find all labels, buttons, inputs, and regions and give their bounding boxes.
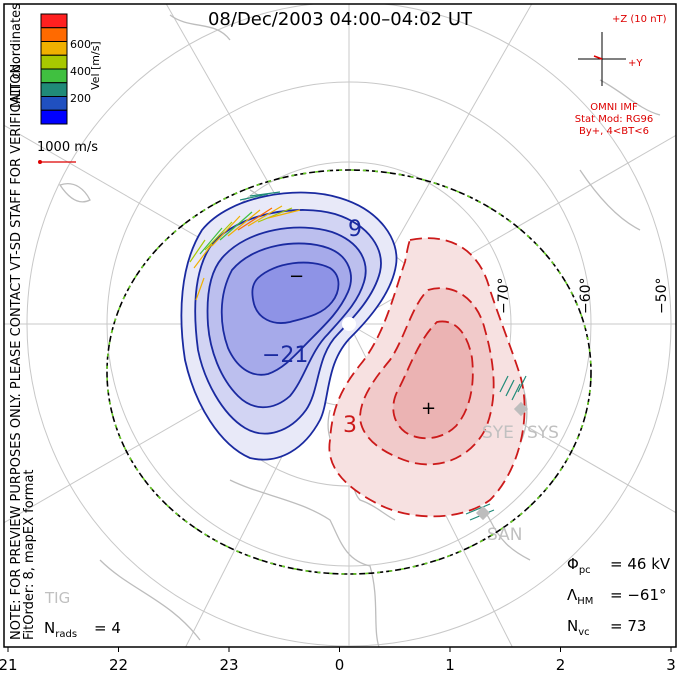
phi-pc-value: = 46 kV xyxy=(610,555,671,573)
positive-potential-cell xyxy=(328,237,526,518)
vector xyxy=(199,227,223,255)
colorbar-tick-600: 600 xyxy=(70,38,91,51)
lat-label-50: −50° xyxy=(654,277,670,314)
mlt-tick-label: 21 xyxy=(0,656,18,674)
velocity-colorbar: 600 400 200 Vel [m/s] xyxy=(40,13,102,125)
vector xyxy=(267,209,301,219)
vector xyxy=(257,207,293,223)
map-title: 08/Dec/2003 04:00–04:02 UT xyxy=(208,9,473,30)
colorbar-swatch xyxy=(40,13,68,29)
station-label-san: SAN xyxy=(487,525,522,545)
station-marker-san xyxy=(475,505,491,521)
stat-model-line1: Stat Mod: RG96 xyxy=(575,114,654,125)
fit-order-note: FitOrder: 8, mapEX format xyxy=(22,469,37,640)
vector xyxy=(211,215,241,247)
colorbar-tick-200: 200 xyxy=(70,92,91,105)
vector xyxy=(189,239,206,263)
vector xyxy=(247,205,283,227)
colorbar-label: Vel [m/s] xyxy=(89,41,102,90)
vector xyxy=(227,209,261,237)
stats-block: Φpc = 46 kV ΛHM = −61° Nvc = 73 Nrads = … xyxy=(44,555,671,640)
negative-potential-cell xyxy=(180,191,398,461)
mlt-tick-label: 3 xyxy=(666,656,676,674)
vector xyxy=(499,375,509,393)
velocity-vectors xyxy=(189,191,527,521)
lat-label-60: −60° xyxy=(578,277,594,314)
coast-island-2 xyxy=(58,183,91,203)
colorbar-swatch xyxy=(40,27,68,42)
mlt-tick-label: 23 xyxy=(219,656,238,674)
vector xyxy=(517,375,527,393)
coast-antarctic-2 xyxy=(229,479,380,647)
contour-label-minus21: −21 xyxy=(262,343,308,368)
colorbar-tick-400: 400 xyxy=(70,65,91,78)
phi-pc-label: Φpc xyxy=(567,555,591,576)
coast-north-3 xyxy=(579,169,641,231)
lambda-hm-label: ΛHM xyxy=(567,586,593,607)
coast-south-1 xyxy=(99,559,201,641)
station-label-tig: TIG xyxy=(44,589,70,607)
vector xyxy=(505,379,515,397)
n-rads-value: = 4 xyxy=(94,619,121,637)
colorbar-swatch xyxy=(40,96,68,111)
pole-marker xyxy=(342,317,356,331)
potential-min-marker: − xyxy=(289,266,304,287)
colorbar-swatches xyxy=(40,13,68,125)
vector-scale-dot xyxy=(38,160,42,164)
vector xyxy=(204,221,233,251)
contour-label-9: 9 xyxy=(348,217,362,242)
colorbar-swatch xyxy=(40,68,68,84)
hm-boundary xyxy=(106,169,592,575)
contour-pos-15 xyxy=(392,320,474,440)
vector-scale-label: 1000 m/s xyxy=(37,140,98,155)
potential-max-marker: + xyxy=(421,398,436,419)
n-vc-value: = 73 xyxy=(610,617,646,635)
mlt-tick-label: 1 xyxy=(445,656,455,674)
contour-neg-27 xyxy=(251,261,340,324)
station-label-sye: SYE xyxy=(482,423,514,443)
station-label-sys: SYS xyxy=(527,423,559,443)
vector xyxy=(465,503,491,515)
coast-north-2 xyxy=(599,79,661,116)
mlt-tick-label: 2 xyxy=(556,656,566,674)
colorbar-swatch xyxy=(40,41,68,56)
mlt-axis: 21 22 23 0 1 2 3 xyxy=(0,647,676,674)
mlt-tick-label: 22 xyxy=(109,656,128,674)
vector xyxy=(219,211,253,241)
stat-model-line2: By+, 4<BT<6 xyxy=(579,126,649,137)
vector xyxy=(193,243,213,269)
vector xyxy=(239,193,269,201)
vector xyxy=(195,277,205,301)
colorbar-swatch xyxy=(40,109,68,125)
contour-label-3: 3 xyxy=(343,413,357,438)
coast-north-1 xyxy=(169,14,231,41)
n-vc-label: Nvc xyxy=(567,617,590,638)
n-rads-label: Nrads xyxy=(44,619,77,640)
lat-label-70: −70° xyxy=(496,277,512,314)
vector xyxy=(249,191,281,197)
imf-clock: +Z (10 nT) +Y OMNI IMF Stat Mod: RG96 By… xyxy=(575,14,667,137)
colorbar-swatch xyxy=(40,54,68,70)
imf-by-label: +Y xyxy=(628,58,643,69)
vector xyxy=(511,383,521,401)
vector xyxy=(237,207,273,231)
imf-source: OMNI IMF xyxy=(590,102,638,113)
imf-vector xyxy=(593,55,603,60)
station-marker-sye xyxy=(513,401,529,417)
coordinate-system-label: MLT coordinates xyxy=(9,3,24,108)
preview-note: NOTE: FOR PREVIEW PURPOSES ONLY. PLEASE … xyxy=(9,60,24,640)
imf-bz-label: +Z (10 nT) xyxy=(612,14,667,25)
mlt-tick-label: 0 xyxy=(335,656,345,674)
colorbar-swatch xyxy=(40,82,68,97)
lambda-hm-value: = −61° xyxy=(610,586,667,604)
